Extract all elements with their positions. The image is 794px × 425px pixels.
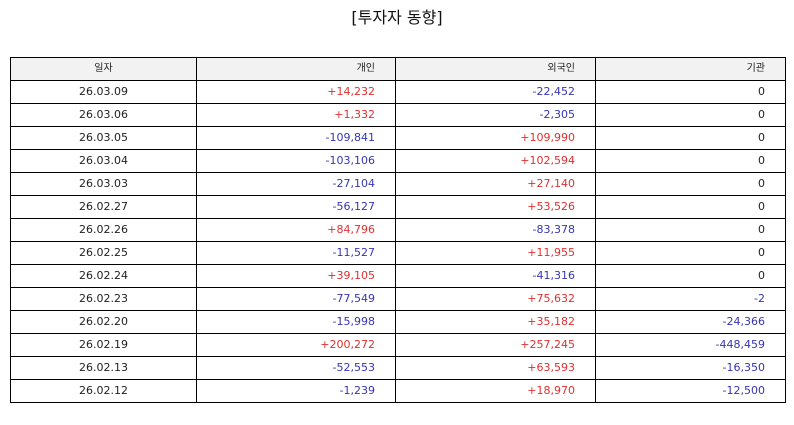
cell-institution: -448,459 [595, 333, 786, 357]
table-row: 26.03.05 -109,841 +109,990 0 [10, 126, 786, 150]
cell-individual: -103,106 [196, 149, 396, 173]
cell-institution: 0 [595, 80, 786, 104]
header-foreign: 외국인 [395, 57, 596, 81]
cell-individual: -15,998 [196, 310, 396, 334]
cell-institution: 0 [595, 103, 786, 127]
cell-date: 26.03.03 [10, 172, 197, 196]
cell-individual: +84,796 [196, 218, 396, 242]
table-row: 26.02.27 -56,127 +53,526 0 [10, 195, 786, 219]
cell-date: 26.02.24 [10, 264, 197, 288]
cell-individual: -77,549 [196, 287, 396, 311]
cell-foreign: +53,526 [395, 195, 596, 219]
table-row: 26.02.24 +39,105 -41,316 0 [10, 264, 786, 288]
header-individual: 개인 [196, 57, 396, 81]
cell-individual: +39,105 [196, 264, 396, 288]
cell-foreign: +11,955 [395, 241, 596, 265]
cell-foreign: -2,305 [395, 103, 596, 127]
cell-individual: +1,332 [196, 103, 396, 127]
cell-individual: -109,841 [196, 126, 396, 150]
cell-foreign: +102,594 [395, 149, 596, 173]
cell-date: 26.02.13 [10, 356, 197, 380]
cell-institution: 0 [595, 218, 786, 242]
cell-individual: -1,239 [196, 379, 396, 403]
cell-foreign: +18,970 [395, 379, 596, 403]
cell-institution: 0 [595, 241, 786, 265]
cell-institution: 0 [595, 172, 786, 196]
cell-institution: 0 [595, 264, 786, 288]
header-institution: 기관 [595, 57, 786, 81]
table-row: 26.02.25 -11,527 +11,955 0 [10, 241, 786, 265]
header-date: 일자 [10, 57, 197, 81]
cell-foreign: +75,632 [395, 287, 596, 311]
table-header-row: 일자 개인 외국인 기관 [10, 57, 786, 81]
cell-foreign: -41,316 [395, 264, 596, 288]
cell-individual: +200,272 [196, 333, 396, 357]
cell-institution: 0 [595, 195, 786, 219]
cell-institution: 0 [595, 149, 786, 173]
cell-date: 26.02.20 [10, 310, 197, 334]
cell-foreign: +27,140 [395, 172, 596, 196]
cell-date: 26.02.23 [10, 287, 197, 311]
cell-date: 26.02.19 [10, 333, 197, 357]
table-row: 26.02.23 -77,549 +75,632 -2 [10, 287, 786, 311]
cell-institution: -12,500 [595, 379, 786, 403]
cell-date: 26.02.26 [10, 218, 197, 242]
cell-foreign: -22,452 [395, 80, 596, 104]
investor-trend-table: 일자 개인 외국인 기관 26.03.09 +14,232 -22,452 0 … [10, 57, 786, 403]
cell-date: 26.02.12 [10, 379, 197, 403]
cell-individual: -27,104 [196, 172, 396, 196]
cell-individual: -52,553 [196, 356, 396, 380]
table-row: 26.02.13 -52,553 +63,593 -16,350 [10, 356, 786, 380]
cell-date: 26.02.27 [10, 195, 197, 219]
cell-individual: -11,527 [196, 241, 396, 265]
cell-foreign: +109,990 [395, 126, 596, 150]
cell-institution: -24,366 [595, 310, 786, 334]
cell-date: 26.03.04 [10, 149, 197, 173]
cell-foreign: +35,182 [395, 310, 596, 334]
table-row: 26.03.04 -103,106 +102,594 0 [10, 149, 786, 173]
cell-institution: -2 [595, 287, 786, 311]
page-title: [투자자 동향] [351, 8, 443, 27]
cell-individual: +14,232 [196, 80, 396, 104]
cell-date: 26.03.05 [10, 126, 197, 150]
table-row: 26.02.12 -1,239 +18,970 -12,500 [10, 379, 786, 403]
cell-institution: 0 [595, 126, 786, 150]
table-row: 26.03.09 +14,232 -22,452 0 [10, 80, 786, 104]
table-row: 26.03.06 +1,332 -2,305 0 [10, 103, 786, 127]
cell-foreign: +257,245 [395, 333, 596, 357]
cell-date: 26.02.25 [10, 241, 197, 265]
table-row: 26.02.20 -15,998 +35,182 -24,366 [10, 310, 786, 334]
cell-date: 26.03.06 [10, 103, 197, 127]
cell-foreign: +63,593 [395, 356, 596, 380]
table-row: 26.02.26 +84,796 -83,378 0 [10, 218, 786, 242]
cell-foreign: -83,378 [395, 218, 596, 242]
table-row: 26.02.19 +200,272 +257,245 -448,459 [10, 333, 786, 357]
cell-date: 26.03.09 [10, 80, 197, 104]
cell-individual: -56,127 [196, 195, 396, 219]
cell-institution: -16,350 [595, 356, 786, 380]
table-body: 26.03.09 +14,232 -22,452 0 26.03.06 +1,3… [10, 80, 786, 403]
table-row: 26.03.03 -27,104 +27,140 0 [10, 172, 786, 196]
